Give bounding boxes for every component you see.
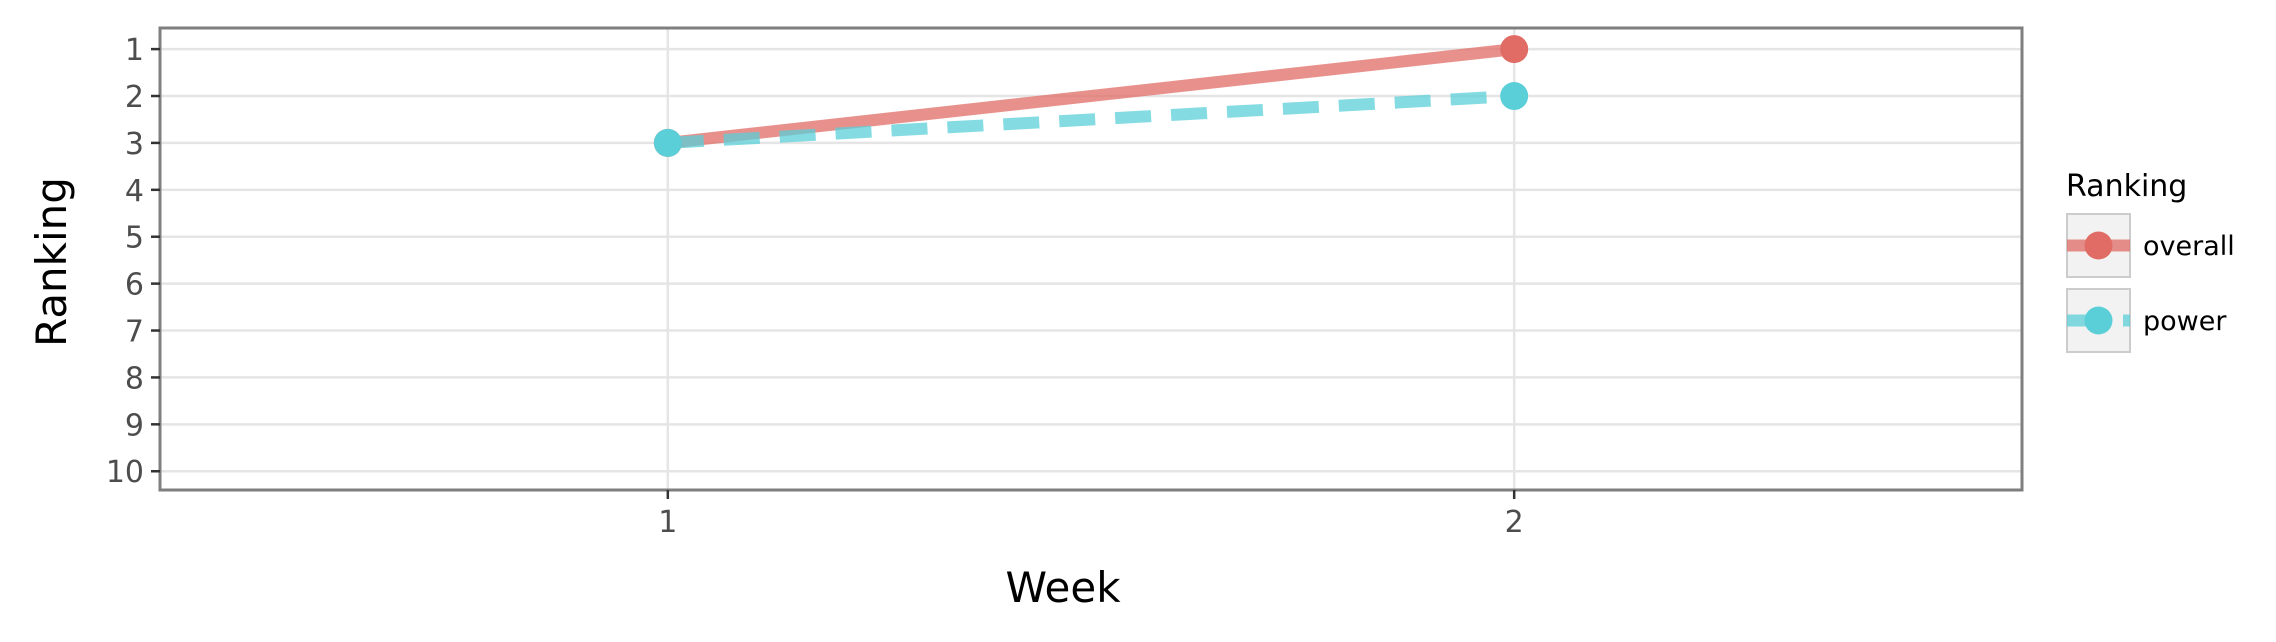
legend-label-overall: overall bbox=[2143, 231, 2235, 262]
legend: Ranking overall power bbox=[2066, 169, 2235, 353]
legend-item-overall: overall bbox=[2066, 213, 2235, 278]
legend-item-power: power bbox=[2066, 288, 2227, 353]
series-point-overall bbox=[1500, 35, 1529, 64]
y-tick-label: 9 bbox=[125, 408, 144, 443]
y-tick-label: 4 bbox=[125, 174, 144, 209]
y-tick-label: 1 bbox=[125, 33, 144, 68]
legend-label-power: power bbox=[2143, 306, 2227, 337]
series-point-power bbox=[653, 128, 682, 157]
y-tick-label: 2 bbox=[125, 80, 144, 115]
x-tick-label: 1 bbox=[658, 505, 677, 540]
y-tick-label: 5 bbox=[125, 221, 144, 256]
legend-key-point bbox=[2084, 231, 2113, 260]
plot-panel-border bbox=[158, 26, 2024, 492]
x-tick-label: 2 bbox=[1505, 505, 1524, 540]
legend-entries: overall power bbox=[2066, 213, 2235, 353]
series-lines bbox=[667, 43, 1515, 149]
series-line-overall bbox=[667, 43, 1515, 149]
legend-key-point bbox=[2084, 306, 2113, 335]
series-point-power bbox=[1500, 82, 1529, 111]
y-tick-label: 7 bbox=[125, 315, 144, 350]
y-tick-label: 8 bbox=[125, 361, 144, 396]
series-points bbox=[653, 35, 1529, 157]
y-tick-label: 10 bbox=[106, 455, 144, 490]
legend-title: Ranking bbox=[2066, 169, 2187, 204]
y-tick-label: 3 bbox=[125, 127, 144, 162]
y-axis-ticks: 1 2 3 4 5 6 7 8 9 10 bbox=[106, 33, 160, 490]
y-axis-title: Ranking bbox=[27, 177, 76, 347]
x-axis-title: Week bbox=[1005, 563, 1121, 612]
series-line-power bbox=[667, 90, 1515, 149]
y-tick-label: 6 bbox=[125, 268, 144, 303]
